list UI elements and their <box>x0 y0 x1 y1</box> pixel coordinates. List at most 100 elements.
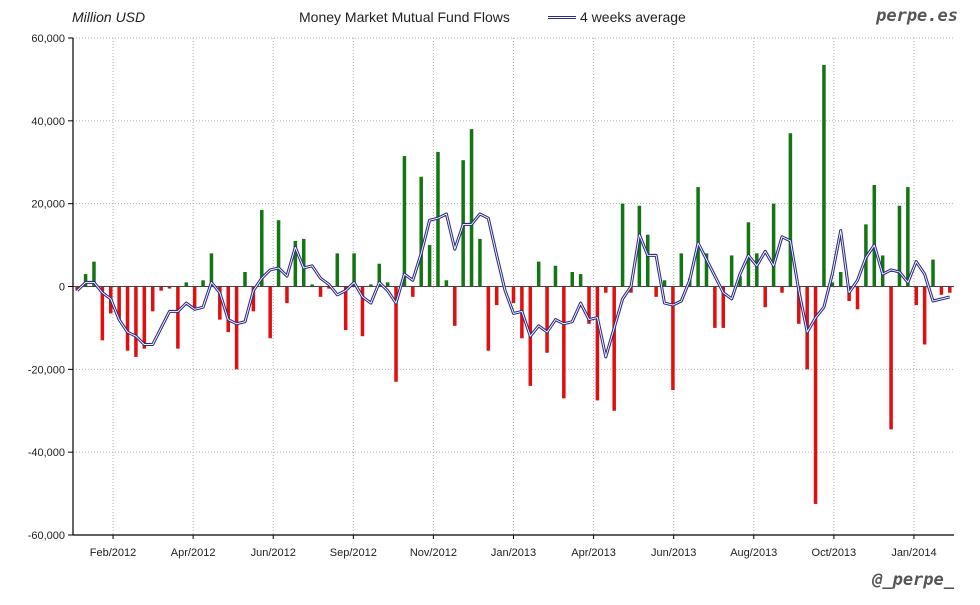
flow-bar <box>251 286 256 312</box>
flow-bar <box>570 272 574 287</box>
flow-bar <box>100 286 105 341</box>
y-tick-label: 60,000 <box>31 33 65 45</box>
flow-bar <box>293 240 298 287</box>
flow-bar <box>117 286 121 320</box>
flow-bar <box>922 286 927 345</box>
flow-bar <box>780 286 784 293</box>
flow-bar <box>897 205 902 287</box>
legend: 4 weeks average <box>548 9 686 25</box>
flow-bar <box>830 282 835 287</box>
flow-bar <box>713 286 717 328</box>
flow-bar <box>494 286 499 306</box>
flow-bar <box>729 255 734 287</box>
flow-bar <box>411 286 415 297</box>
flow-bar <box>360 286 365 337</box>
y-tick-label: -20,000 <box>28 364 65 376</box>
legend-label: 4 weeks average <box>580 9 686 25</box>
flow-bar <box>243 272 247 287</box>
flow-bar <box>150 286 155 312</box>
flow-bar <box>343 286 348 330</box>
flow-bar <box>419 176 423 287</box>
x-tick-label: Feb/2012 <box>90 547 136 559</box>
flow-bar <box>310 284 314 287</box>
y-tick-label: 20,000 <box>31 199 65 211</box>
flow-bar <box>721 286 726 328</box>
flow-bar <box>939 286 944 295</box>
flow-bar <box>260 209 264 287</box>
flow-bar <box>645 234 650 287</box>
flow-bar <box>318 286 323 297</box>
flow-bar <box>629 286 633 293</box>
flow-bar <box>771 203 776 287</box>
flow-bar <box>671 286 675 391</box>
flow-bar <box>478 238 482 287</box>
flow-bar <box>612 286 616 411</box>
flow-bar <box>301 238 306 287</box>
x-tick-label: Sep/2012 <box>330 547 377 559</box>
flow-bar <box>469 129 474 287</box>
flow-bar <box>595 286 600 401</box>
x-tick-label: Nov/2012 <box>410 547 457 559</box>
flow-bar <box>377 263 382 287</box>
flow-bar <box>855 286 860 310</box>
flow-bar <box>369 284 373 287</box>
y-tick-label: 40,000 <box>31 116 65 128</box>
chart-title: Money Market Mutual Fund Flows <box>299 9 510 25</box>
y-tick-label: -40,000 <box>28 447 65 459</box>
legend-line-swatch <box>548 15 576 19</box>
flow-bar <box>838 272 843 287</box>
flow-bar <box>352 253 356 287</box>
flow-bar <box>134 286 138 357</box>
x-tick-label: Jun/2012 <box>251 547 296 559</box>
flow-bar <box>142 286 147 349</box>
flow-bar <box>889 286 893 430</box>
x-tick-label: Aug/2013 <box>730 547 777 559</box>
flow-bar <box>587 286 591 324</box>
flow-bar <box>453 286 457 326</box>
flow-bar <box>931 259 935 287</box>
flow-bar <box>167 286 172 289</box>
y-tick-label: 0 <box>59 282 65 294</box>
flow-bar <box>226 286 230 333</box>
flow-bar <box>813 286 818 504</box>
flow-bar <box>553 265 558 287</box>
x-tick-label: Oct/2013 <box>812 547 857 559</box>
flow-bar <box>536 261 541 287</box>
flow-bar <box>755 253 759 287</box>
flow-bar <box>444 280 449 287</box>
flow-bar <box>159 286 163 291</box>
flow-bar <box>402 156 407 287</box>
x-tick-label: Jan/2013 <box>491 547 536 559</box>
flow-bar <box>637 205 642 287</box>
flow-bar <box>394 286 398 382</box>
flow-bar <box>385 282 390 287</box>
flow-bar <box>184 282 189 287</box>
flow-bar <box>209 253 214 287</box>
flow-bar <box>704 253 709 287</box>
x-tick-label: Jun/2013 <box>651 547 696 559</box>
flow-bar <box>662 280 667 287</box>
flow-bar <box>872 185 877 287</box>
flow-bar <box>83 274 88 287</box>
flow-bar <box>914 286 919 306</box>
handle-watermark: @_perpe_ <box>872 570 954 590</box>
flow-bar <box>427 245 432 287</box>
flow-bar <box>486 286 491 351</box>
flow-bar <box>327 286 331 289</box>
unit-label: Million USD <box>72 9 146 25</box>
flow-bar <box>620 203 625 287</box>
flow-bar <box>822 64 826 287</box>
average-line-inner <box>76 213 950 358</box>
flow-bar <box>906 187 910 287</box>
flow-bar <box>654 286 658 297</box>
x-tick-label: Apr/2013 <box>571 547 616 559</box>
flow-bar <box>696 187 700 287</box>
x-tick-label: Jan/2014 <box>891 547 936 559</box>
flow-bar <box>948 286 952 293</box>
y-tick-label: -60,000 <box>28 530 65 542</box>
flow-bar <box>201 280 205 287</box>
flow-bar <box>788 133 793 287</box>
flow-bar <box>511 286 516 304</box>
flow-bar <box>176 286 180 349</box>
flow-bar <box>604 286 608 293</box>
